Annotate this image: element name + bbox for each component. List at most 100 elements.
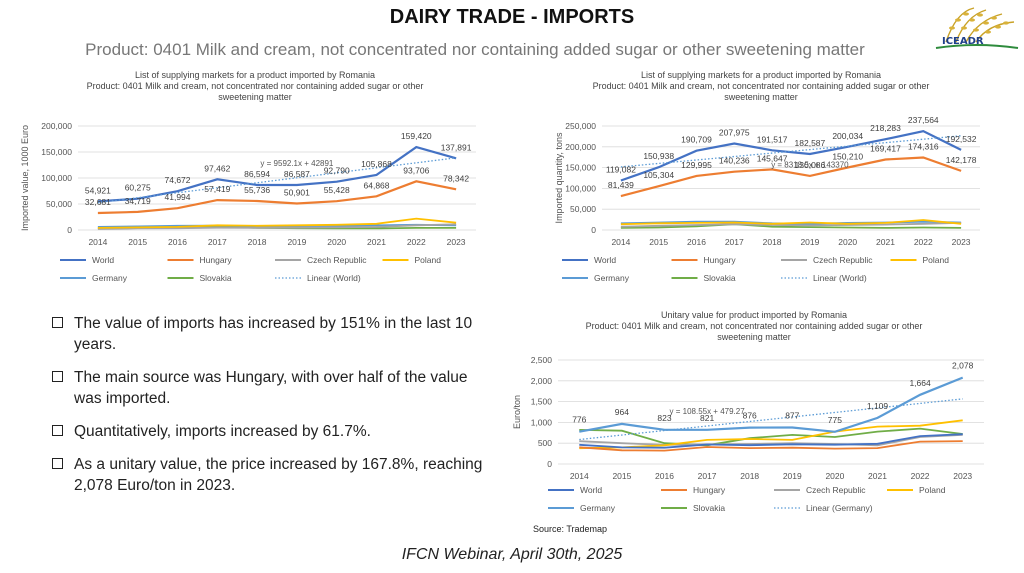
- y-tick-label: 50,000: [46, 199, 72, 209]
- legend-label: Czech Republic: [307, 255, 367, 265]
- data-label-world: 191,517: [757, 134, 788, 144]
- data-label-hungary: 50,901: [284, 188, 310, 198]
- legend-label: Linear (World): [307, 273, 361, 283]
- data-label-hungary: 34,719: [125, 196, 151, 206]
- checkbox-bullet-icon: [52, 425, 63, 436]
- checkbox-bullet-icon: [52, 317, 63, 328]
- legend-label: Hungary: [200, 255, 233, 265]
- x-tick-label: 2018: [740, 471, 759, 481]
- unitary-value-chart: Unitary value for product imported by Ro…: [508, 308, 1000, 523]
- series-line-slovakia: [579, 427, 963, 447]
- data-label-world: 74,672: [165, 175, 191, 185]
- data-label-world: 92,790: [324, 166, 350, 176]
- data-label-world: 119,082: [606, 164, 636, 174]
- legend-label: World: [594, 255, 616, 265]
- series-line-czech-republic: [620, 222, 962, 228]
- x-tick-label: 2023: [953, 471, 972, 481]
- trendline: [620, 135, 962, 168]
- data-label-world: 137,891: [441, 142, 472, 152]
- chart-svg: 0 50,000 100,000 150,000 200,000 2014 2015 2016…: [20, 121, 476, 283]
- slide-subtitle: Product: 0401 Milk and cream, not concen…: [85, 40, 865, 59]
- x-tick-label: 2023: [952, 237, 971, 247]
- series-line-germany: [579, 376, 964, 433]
- x-tick-label: 2020: [327, 237, 346, 247]
- y-axis-label: Imported value, 1000 Euro: [20, 125, 30, 231]
- data-label-germany: 775: [828, 415, 842, 425]
- iceadr-logo: [926, 2, 1022, 54]
- data-label-germany: 823: [657, 413, 671, 423]
- trendline-equation: y = 108.55x + 479.27: [670, 407, 746, 416]
- data-label-hungary: 130,086: [795, 160, 826, 170]
- x-tick-label: 2019: [287, 237, 306, 247]
- data-label-hungary: 129,995: [681, 160, 712, 170]
- data-label-germany: 776: [572, 415, 586, 425]
- trendline-equation: y = 9592.1x + 42891: [260, 159, 334, 168]
- x-tick-label: 2017: [698, 471, 717, 481]
- x-tick-label: 2022: [407, 237, 426, 247]
- data-label-world: 105,868: [361, 159, 392, 169]
- y-tick-label: 1,000: [531, 417, 553, 427]
- x-tick-label: 2014: [88, 237, 107, 247]
- y-tick-label: 100,000: [565, 183, 596, 193]
- x-tick-label: 2021: [876, 237, 895, 247]
- x-tick-label: 2018: [763, 237, 782, 247]
- data-label-world: 218,283: [870, 123, 901, 133]
- series-line-hungary: [620, 156, 962, 198]
- x-tick-label: 2016: [655, 471, 674, 481]
- slide-title: DAIRY TRADE - IMPORTS: [389, 6, 635, 28]
- x-tick-label: 2015: [128, 237, 147, 247]
- checkbox-bullet-icon: [52, 458, 63, 469]
- data-label-hungary: 55,428: [324, 185, 350, 195]
- legend-label: Germany: [594, 273, 630, 283]
- x-tick-label: 2016: [687, 237, 706, 247]
- data-label-world: 86,587: [284, 169, 310, 179]
- legend-label: Slovakia: [200, 273, 232, 283]
- legend-label: Linear (World): [813, 273, 867, 283]
- data-label-hungary: 81,439: [608, 180, 634, 190]
- data-label-world: 60,275: [125, 183, 151, 193]
- chart-title: List of supplying markets for a product …: [86, 70, 424, 102]
- data-label-world: 97,462: [204, 163, 230, 173]
- data-label-hungary: 140,236: [719, 156, 750, 166]
- x-tick-label: 2020: [838, 237, 857, 247]
- x-tick-label: 2019: [783, 471, 802, 481]
- legend-label: Slovakia: [693, 503, 725, 513]
- series-line-hungary: [97, 180, 457, 215]
- data-label-world: 237,564: [908, 115, 939, 125]
- data-label-hungary: 145,647: [757, 153, 788, 163]
- data-label-hungary: 174,316: [908, 141, 939, 151]
- data-label-germany: 876: [743, 411, 757, 421]
- y-tick-label: 200,000: [565, 142, 596, 152]
- import-quantity-chart: List of supplying markets for a product …: [522, 68, 1000, 296]
- legend-label: Poland: [919, 485, 946, 495]
- data-label-world: 190,709: [681, 135, 712, 145]
- series-line-czech-republic: [579, 434, 963, 447]
- data-label-germany: 964: [615, 407, 629, 417]
- series-line-poland: [620, 219, 962, 226]
- data-label-hungary: 78,342: [443, 173, 469, 183]
- key-findings-list: The value of imports has increased by 15…: [52, 313, 492, 508]
- y-tick-label: 1,500: [531, 397, 553, 407]
- legend-label: Poland: [415, 255, 442, 265]
- data-label-germany: 2,078: [952, 361, 974, 371]
- x-tick-label: 2014: [611, 237, 630, 247]
- x-tick-label: 2019: [800, 237, 819, 247]
- data-label-world: 150,938: [643, 151, 674, 161]
- data-label-world: 182,587: [795, 138, 826, 148]
- data-label-hungary: 105,304: [643, 170, 674, 180]
- data-label-germany: 1,664: [909, 378, 931, 388]
- y-tick-label: 2,000: [531, 376, 553, 386]
- data-label-germany: 821: [700, 413, 714, 423]
- series-line-hungary: [579, 440, 963, 452]
- y-tick-label: 50,000: [570, 204, 596, 214]
- trendline-equation: y = 8318.5x + 143370: [771, 161, 849, 170]
- series-line-world: [579, 433, 963, 449]
- y-tick-label: 2,500: [531, 355, 553, 365]
- data-label-world: 200,034: [832, 131, 863, 141]
- legend-label: World: [92, 255, 114, 265]
- y-tick-label: 0: [547, 459, 552, 469]
- logo-text: ICEADR: [942, 36, 984, 47]
- data-label-hungary: 41,994: [165, 192, 191, 202]
- x-tick-label: 2022: [911, 471, 930, 481]
- x-tick-label: 2017: [208, 237, 227, 247]
